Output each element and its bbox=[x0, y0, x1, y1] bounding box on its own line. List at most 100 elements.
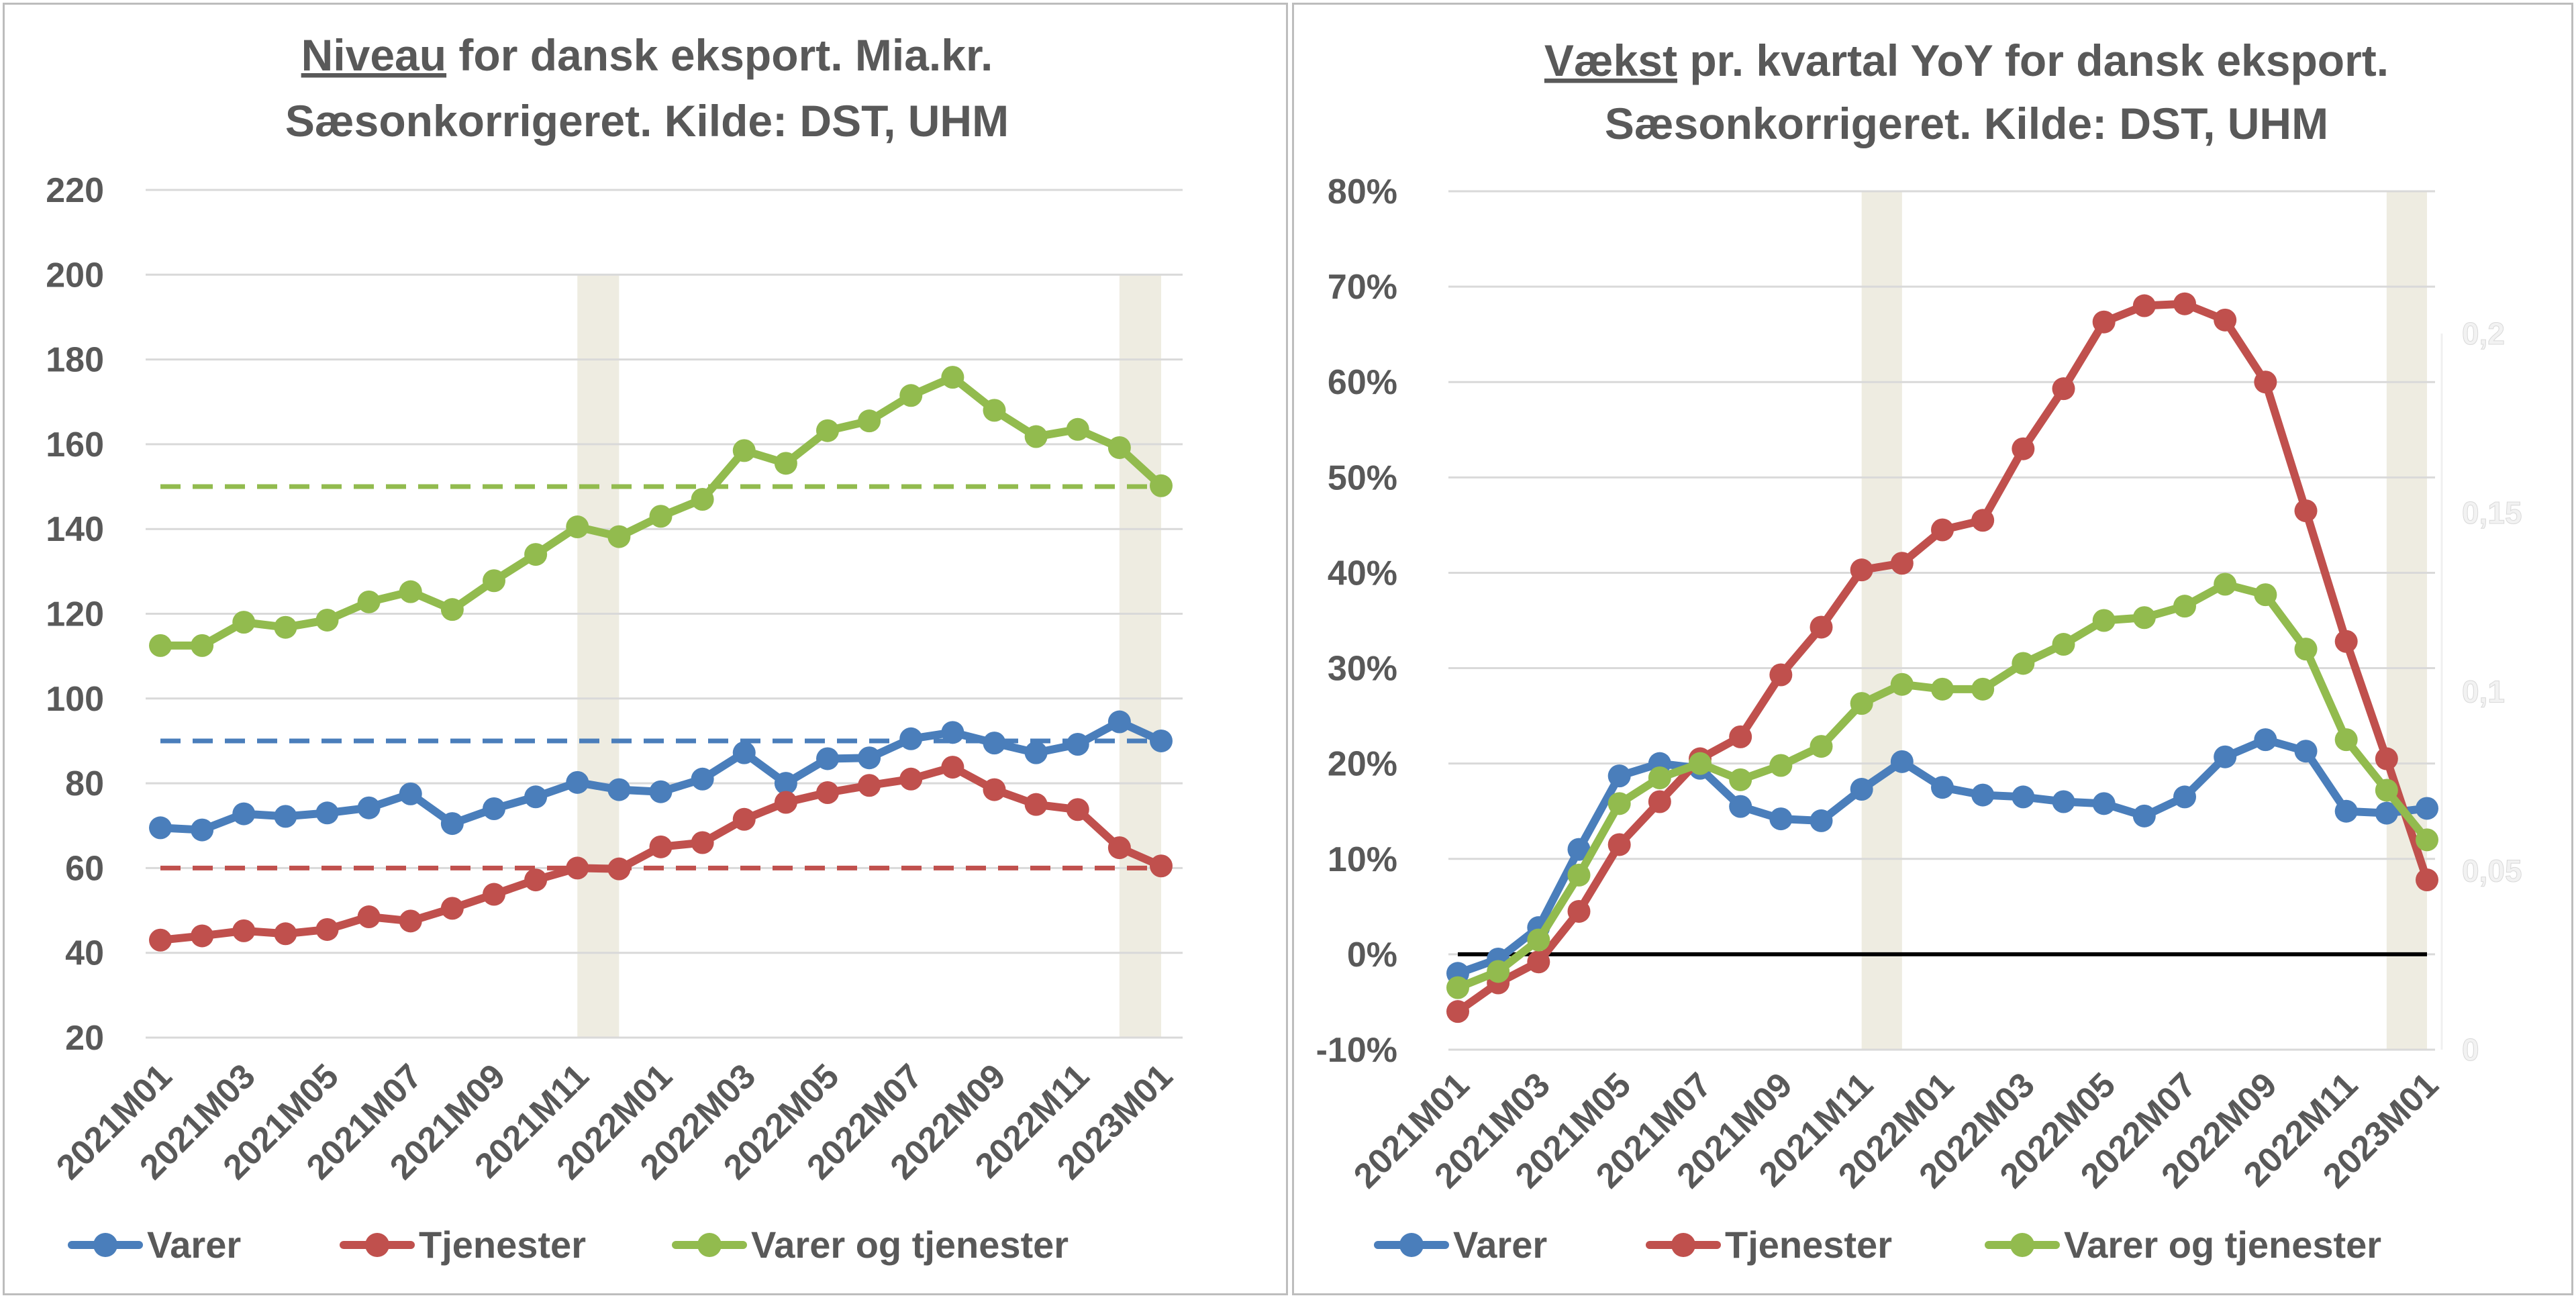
data-point-varer bbox=[357, 796, 381, 819]
data-point-tjenester bbox=[2334, 630, 2358, 653]
data-point-varer-og-tjenester bbox=[1607, 792, 1631, 815]
data-point-varer-og-tjenester bbox=[1971, 677, 1995, 701]
legend: Varer Tjenester Varer og tjenester bbox=[1374, 1223, 2381, 1266]
legend-label-varer: Varer bbox=[147, 1223, 241, 1266]
y-tick-label: 180 bbox=[46, 341, 104, 380]
data-point-varer bbox=[315, 801, 339, 825]
secondary-y-tick-label: 0,2 bbox=[2462, 316, 2505, 351]
chart-growth-svg: Vækst pr. kvartal YoY for dansk eksport.… bbox=[1316, 36, 2522, 1266]
data-point-varer bbox=[2132, 804, 2156, 828]
data-point-varer bbox=[2294, 740, 2318, 763]
data-point-varer-og-tjenester bbox=[1066, 417, 1089, 441]
data-point-varer-og-tjenester bbox=[2334, 728, 2358, 752]
data-point-tjenester bbox=[274, 922, 297, 946]
chart-subtitle: Sæsonkorrigeret. Kilde: DST, UHM bbox=[285, 96, 1009, 146]
data-point-varer bbox=[2214, 745, 2237, 768]
shaded-period-2 bbox=[2386, 191, 2427, 1050]
data-point-varer bbox=[1150, 729, 1173, 752]
data-point-tjenester bbox=[524, 868, 548, 892]
legend-label-varer-og-tjenester: Varer og tjenester bbox=[2064, 1223, 2381, 1266]
data-point-varer bbox=[191, 818, 214, 842]
shaded-period-1 bbox=[1861, 191, 1902, 1050]
data-point-tjenester bbox=[2052, 377, 2075, 401]
data-point-varer bbox=[399, 782, 422, 805]
data-point-varer bbox=[232, 802, 256, 826]
legend-marker-varer bbox=[93, 1233, 117, 1257]
series-line-tjenester bbox=[1454, 299, 2431, 1016]
data-point-varer-og-tjenester bbox=[483, 569, 505, 593]
chart-title: Niveau for dansk eksport. Mia.kr. bbox=[301, 30, 993, 80]
data-point-tjenester bbox=[858, 774, 881, 797]
data-point-varer bbox=[2254, 728, 2277, 752]
data-point-varer-og-tjenester bbox=[1769, 754, 1793, 777]
data-point-tjenester bbox=[191, 924, 214, 948]
data-point-varer-og-tjenester bbox=[1487, 960, 1510, 983]
data-point-varer-og-tjenester bbox=[1527, 928, 1550, 952]
data-point-varer-og-tjenester bbox=[1810, 735, 1833, 758]
data-point-varer bbox=[1769, 807, 1793, 831]
data-point-varer bbox=[899, 727, 923, 750]
data-point-tjenester bbox=[1527, 950, 1550, 974]
data-point-tjenester bbox=[2132, 294, 2156, 317]
data-point-varer bbox=[566, 770, 589, 794]
data-point-tjenester bbox=[2254, 370, 2277, 394]
data-point-varer-og-tjenester bbox=[440, 598, 464, 621]
data-point-varer bbox=[1810, 809, 1833, 832]
data-point-varer-og-tjenester bbox=[149, 634, 172, 657]
data-point-tjenester bbox=[1567, 899, 1591, 923]
data-point-varer bbox=[1024, 741, 1048, 764]
data-point-tjenester bbox=[983, 778, 1006, 801]
chart-title: Vækst pr. kvartal YoY for dansk eksport. bbox=[1544, 36, 2389, 85]
data-point-tjenester bbox=[1607, 833, 1631, 856]
data-point-varer bbox=[1107, 710, 1131, 734]
data-point-tjenester bbox=[2214, 308, 2237, 332]
y-tick-label: 100 bbox=[46, 680, 104, 719]
data-point-varer bbox=[1931, 776, 1954, 799]
data-point-varer bbox=[607, 778, 631, 801]
y-tick-label: 30% bbox=[1328, 650, 1397, 689]
data-point-tjenester bbox=[1769, 663, 1793, 687]
series-line-varer bbox=[1454, 736, 2431, 978]
data-point-varer-og-tjenester bbox=[2375, 779, 2398, 802]
y-tick-label: 40% bbox=[1328, 554, 1397, 593]
data-point-varer-og-tjenester bbox=[1024, 425, 1048, 448]
data-point-tjenester bbox=[357, 905, 381, 929]
legend-marker-varer-og-tjenester bbox=[2010, 1233, 2034, 1257]
chart-panel-level: Niveau for dansk eksport. Mia.kr. Sæsonk… bbox=[3, 3, 1288, 1295]
data-point-tjenester bbox=[2375, 747, 2398, 770]
data-point-tjenester bbox=[1150, 854, 1173, 878]
data-point-varer-og-tjenester bbox=[2254, 583, 2277, 607]
data-point-varer-og-tjenester bbox=[232, 611, 256, 634]
data-point-varer-og-tjenester bbox=[524, 543, 548, 566]
legend-marker-varer bbox=[1399, 1233, 1424, 1257]
data-point-varer-og-tjenester bbox=[1648, 766, 1671, 789]
data-point-varer-og-tjenester bbox=[941, 366, 964, 389]
y-tick-label: 70% bbox=[1328, 268, 1397, 307]
data-point-tjenester bbox=[1729, 725, 1752, 748]
secondary-y-tick-label: 0,15 bbox=[2462, 495, 2522, 530]
data-point-varer-og-tjenester bbox=[1931, 677, 1954, 701]
data-point-varer-og-tjenester bbox=[1150, 474, 1173, 497]
data-point-varer-og-tjenester bbox=[2173, 595, 2196, 618]
data-point-varer bbox=[816, 747, 839, 770]
data-point-tjenester bbox=[2294, 499, 2318, 523]
data-point-varer bbox=[1066, 733, 1089, 756]
data-point-varer bbox=[1890, 750, 1914, 773]
data-point-varer bbox=[774, 772, 797, 795]
data-point-varer-og-tjenester bbox=[774, 452, 797, 475]
secondary-y-tick-label: 0,05 bbox=[2462, 853, 2522, 888]
legend-label-varer: Varer bbox=[1453, 1223, 1547, 1266]
data-point-varer-og-tjenester bbox=[1689, 752, 1712, 775]
data-point-tjenester bbox=[1850, 558, 1873, 582]
legend-label-varer-og-tjenester: Varer og tjenester bbox=[751, 1223, 1069, 1266]
data-point-tjenester bbox=[649, 835, 673, 858]
data-point-varer-og-tjenester bbox=[732, 439, 756, 462]
data-point-tjenester bbox=[774, 791, 797, 814]
data-point-varer-og-tjenester bbox=[1567, 863, 1591, 887]
chart-title-underlined: Niveau bbox=[301, 30, 446, 80]
data-point-varer-og-tjenester bbox=[1850, 692, 1873, 715]
data-point-varer-og-tjenester bbox=[691, 487, 714, 511]
data-point-tjenester bbox=[566, 856, 589, 880]
data-point-varer-og-tjenester bbox=[1107, 436, 1131, 459]
chart-level-svg: Niveau for dansk eksport. Mia.kr. Sæsonk… bbox=[46, 30, 1183, 1266]
